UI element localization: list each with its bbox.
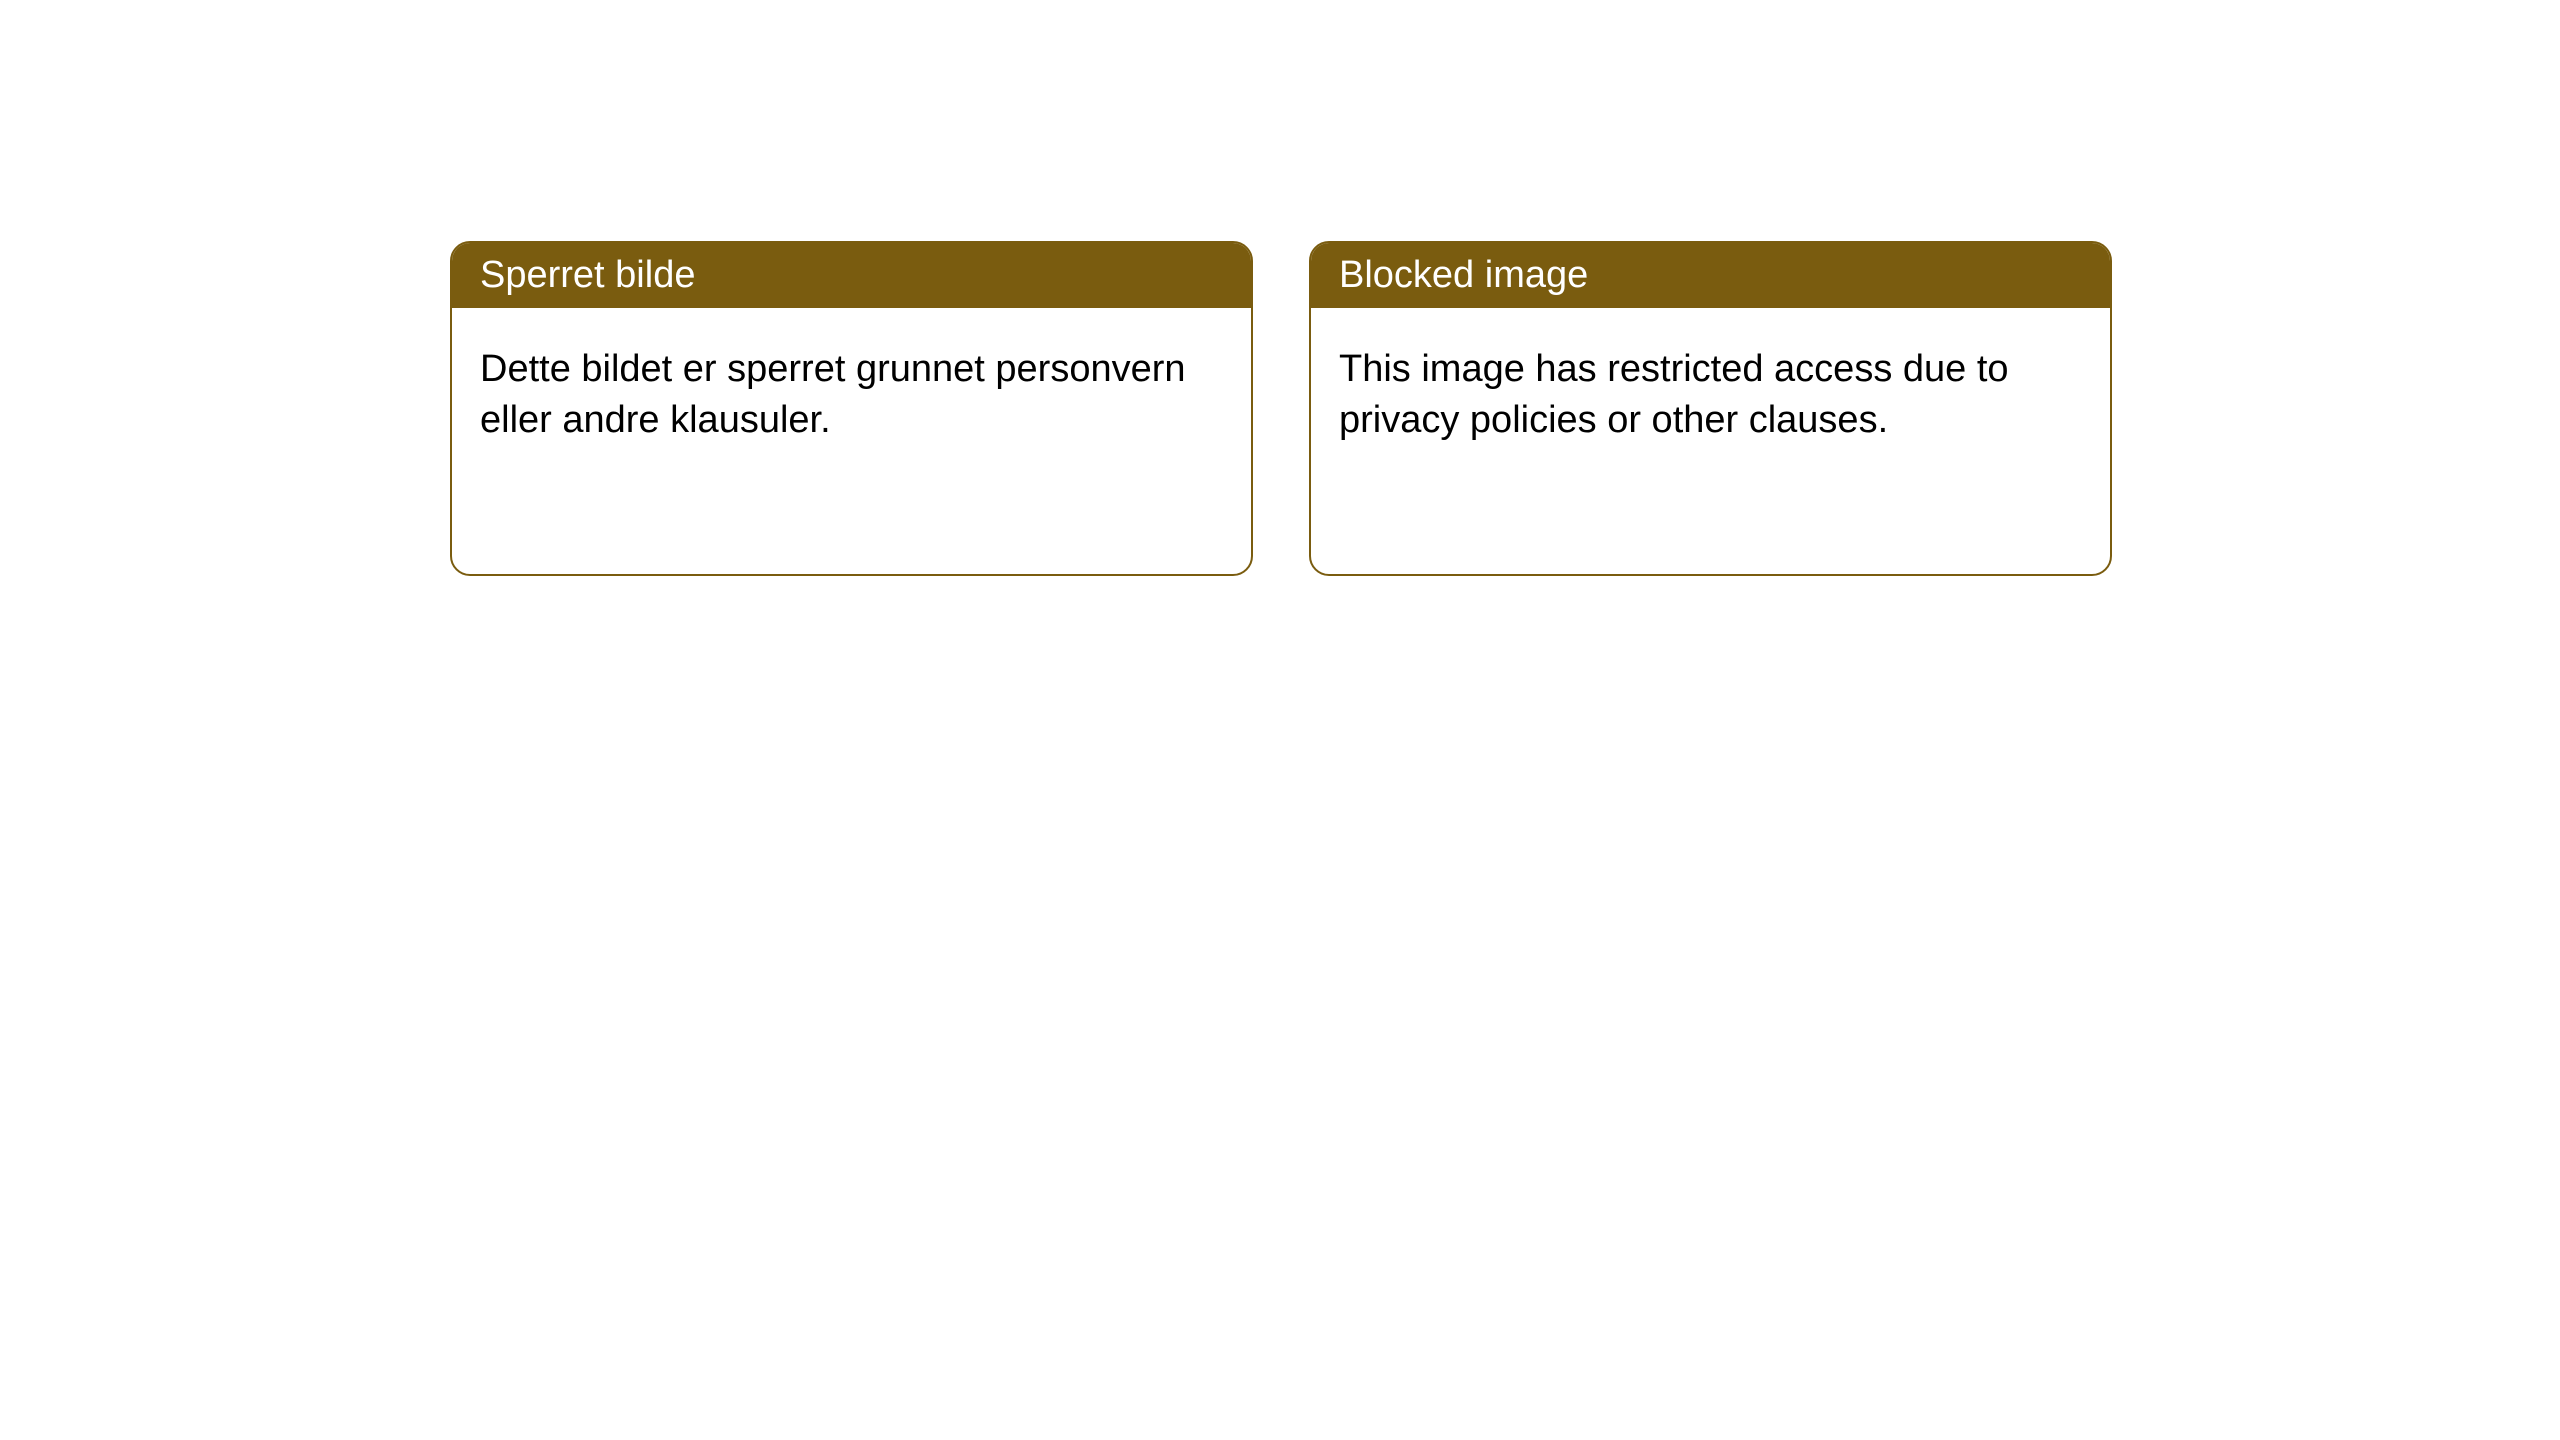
card-title: Sperret bilde <box>480 254 695 296</box>
card-header: Sperret bilde <box>452 243 1251 308</box>
card-body-text: This image has restricted access due to … <box>1339 348 2009 441</box>
card-body: This image has restricted access due to … <box>1311 308 2110 483</box>
card-title: Blocked image <box>1339 254 1588 296</box>
notice-card-norwegian: Sperret bilde Dette bildet er sperret gr… <box>450 241 1253 576</box>
card-body-text: Dette bildet er sperret grunnet personve… <box>480 348 1186 441</box>
notice-card-english: Blocked image This image has restricted … <box>1309 241 2112 576</box>
card-header: Blocked image <box>1311 243 2110 308</box>
card-body: Dette bildet er sperret grunnet personve… <box>452 308 1251 483</box>
notice-cards-container: Sperret bilde Dette bildet er sperret gr… <box>0 0 2560 576</box>
